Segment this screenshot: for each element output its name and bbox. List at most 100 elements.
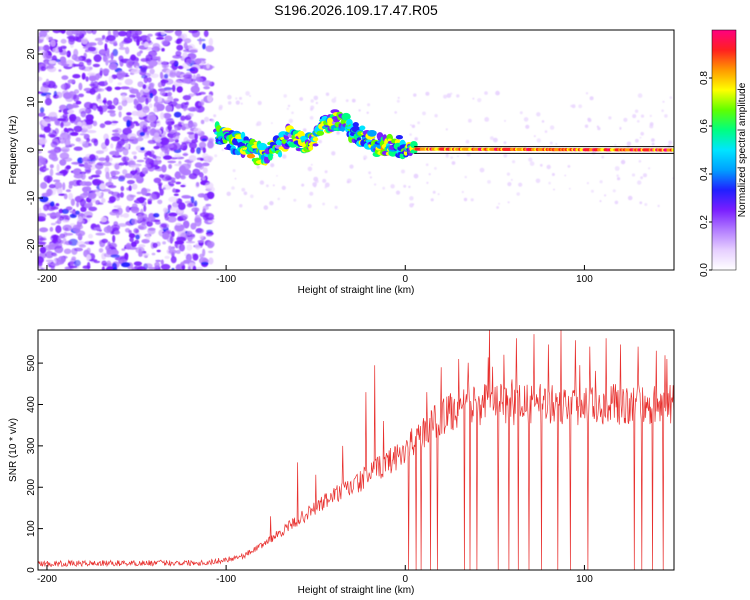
noise-blob [59, 233, 66, 239]
noise-dot [489, 136, 494, 141]
noise-blob [119, 214, 124, 218]
noise-dot [533, 135, 536, 138]
noise-dot [503, 153, 508, 158]
noise-blob [49, 111, 57, 117]
noise-dot [259, 180, 265, 185]
noise-blob [155, 221, 161, 225]
noise-blob [142, 106, 150, 113]
noise-blob [191, 207, 200, 213]
noise-blob [66, 30, 74, 36]
noise-blob [154, 95, 159, 103]
noise-dot [464, 175, 467, 179]
noise-blob [61, 75, 69, 80]
noise-blob [98, 105, 103, 111]
noise-blob [38, 76, 43, 82]
noise-blob [123, 135, 129, 141]
noise-blob [67, 103, 74, 110]
noise-blob [203, 86, 211, 90]
noise-dot [599, 180, 603, 184]
noise-blob [187, 131, 195, 135]
noise-blob [118, 111, 122, 118]
noise-blob [95, 150, 105, 155]
noise-dot [227, 101, 232, 105]
signal-blob [671, 148, 674, 152]
noise-blob [124, 78, 133, 86]
spectrogram-x-tick-label: 100 [576, 274, 593, 285]
noise-blob [43, 55, 53, 60]
noise-blob [73, 259, 81, 267]
noise-blob [134, 30, 142, 36]
noise-blob [174, 154, 182, 158]
noise-dot [210, 187, 215, 192]
noise-blob [108, 75, 114, 84]
noise-blob [43, 167, 49, 171]
noise-dot [235, 100, 240, 105]
noise-blob [204, 116, 210, 123]
noise-dot [597, 127, 601, 131]
noise-blob [139, 50, 143, 54]
noise-blob [140, 147, 145, 151]
noise-dot [640, 114, 645, 118]
noise-blob [147, 139, 157, 144]
noise-blob [42, 62, 51, 68]
noise-dot [232, 169, 236, 173]
noise-dot [432, 190, 436, 194]
snr-panel: -200 -100 0 100 0 100 200 300 400 500 Height of … [8, 329, 675, 596]
noise-blob [141, 167, 149, 174]
noise-blob [196, 73, 201, 82]
noise-blob [62, 157, 73, 162]
noise-blob [81, 37, 89, 45]
noise-blob [164, 213, 169, 221]
noise-dot [451, 161, 456, 165]
noise-blob [105, 171, 110, 180]
noise-blob [73, 94, 80, 102]
snr-y-ticks: 0 100 200 300 400 500 [26, 354, 43, 573]
noise-blob [40, 182, 48, 189]
noise-blob [192, 265, 197, 270]
noise-dot [456, 155, 459, 158]
noise-dot [640, 131, 644, 136]
noise-blob [149, 193, 157, 201]
signal-blob [341, 112, 351, 121]
noise-dot [301, 183, 305, 187]
noise-blob [139, 131, 145, 137]
noise-blob [91, 30, 97, 35]
noise-blob [101, 260, 107, 266]
noise-blob [100, 192, 104, 197]
noise-blob [135, 122, 140, 127]
noise-blob [186, 68, 196, 72]
noise-blob [117, 223, 127, 227]
noise-blob [105, 155, 110, 163]
noise-dot [664, 114, 668, 118]
noise-blob [119, 41, 124, 48]
noise-blob [107, 185, 117, 189]
noise-blob [136, 91, 141, 99]
noise-blob [110, 52, 114, 61]
noise-dot [318, 139, 323, 144]
noise-blob [171, 121, 175, 124]
noise-dot [506, 172, 510, 176]
noise-blob [67, 133, 71, 141]
noise-blob [88, 75, 97, 82]
noise-dot [651, 138, 655, 143]
noise-dot [282, 154, 287, 159]
noise-dot [227, 94, 232, 100]
noise-dot [425, 91, 430, 96]
noise-blob [78, 64, 86, 71]
noise-blob [88, 176, 93, 180]
noise-blob [188, 155, 197, 162]
snr-x-label: Height of straight line (km) [298, 585, 415, 596]
noise-blob [151, 56, 159, 59]
noise-blob [50, 222, 56, 226]
noise-blob [131, 267, 135, 270]
noise-blob [162, 184, 172, 190]
noise-dot [313, 184, 317, 188]
noise-blob [116, 143, 122, 149]
noise-blob [104, 120, 113, 125]
noise-blob [110, 254, 120, 258]
noise-blob [41, 51, 49, 57]
noise-blob [58, 48, 63, 53]
noise-blob [173, 80, 183, 87]
noise-blob [102, 99, 107, 104]
noise-blob [83, 52, 87, 59]
